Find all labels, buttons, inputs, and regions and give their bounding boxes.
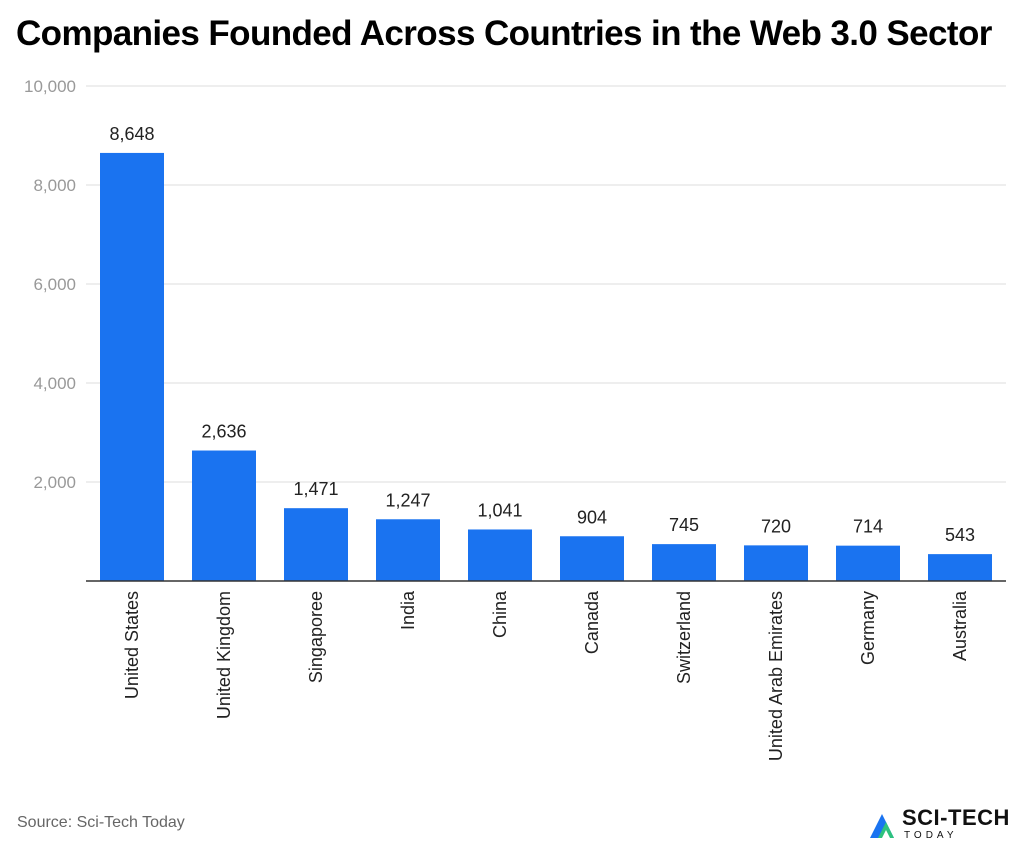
sci-tech-logo: SCI-TECH TODAY: [868, 804, 1018, 844]
x-tick-label: India: [398, 590, 418, 630]
bar: [652, 544, 716, 581]
x-tick-label: China: [490, 590, 510, 638]
x-tick-label: United Kingdom: [214, 591, 234, 719]
bar: [100, 152, 164, 581]
bar: [836, 545, 900, 581]
y-tick-label: 6,000: [33, 275, 76, 294]
data-label: 1,041: [477, 500, 522, 520]
data-label: 1,247: [385, 490, 430, 510]
bar: [284, 508, 348, 581]
data-label: 8,648: [109, 124, 154, 144]
y-tick-label: 2,000: [33, 473, 76, 492]
data-label: 1,471: [293, 479, 338, 499]
x-tick-label: United States: [122, 591, 142, 699]
x-tick-label: United Arab Emirates: [766, 591, 786, 761]
data-label: 543: [945, 525, 975, 545]
data-label: 745: [669, 515, 699, 535]
x-tick-label: Canada: [582, 590, 602, 654]
x-tick-label: Australia: [950, 590, 970, 661]
bar: [376, 519, 440, 581]
bar: [744, 545, 808, 581]
bar: [560, 536, 624, 581]
data-label: 904: [577, 507, 607, 527]
bar: [468, 529, 532, 581]
y-tick-label: 4,000: [33, 374, 76, 393]
logo-subtext: TODAY: [904, 830, 958, 841]
y-tick-label: 8,000: [33, 176, 76, 195]
data-label: 714: [853, 517, 883, 537]
chart-title: Companies Founded Across Countries in th…: [16, 14, 992, 53]
x-tick-label: Switzerland: [674, 591, 694, 684]
logo-icon: [870, 814, 894, 838]
source-note: Source: Sci-Tech Today: [17, 814, 185, 831]
x-tick-label: Singaporee: [306, 591, 326, 683]
bar: [192, 450, 256, 581]
bar: [928, 554, 992, 581]
bar-chart: 2,000 4,000 6,000 8,000 10,000 8,648 United St…: [24, 77, 1006, 761]
logo-text: SCI-TECH: [902, 805, 1010, 830]
data-label: 720: [761, 516, 791, 536]
data-label: 2,636: [201, 422, 246, 442]
y-tick-label: 10,000: [24, 77, 76, 96]
x-tick-label: Germany: [858, 591, 878, 665]
